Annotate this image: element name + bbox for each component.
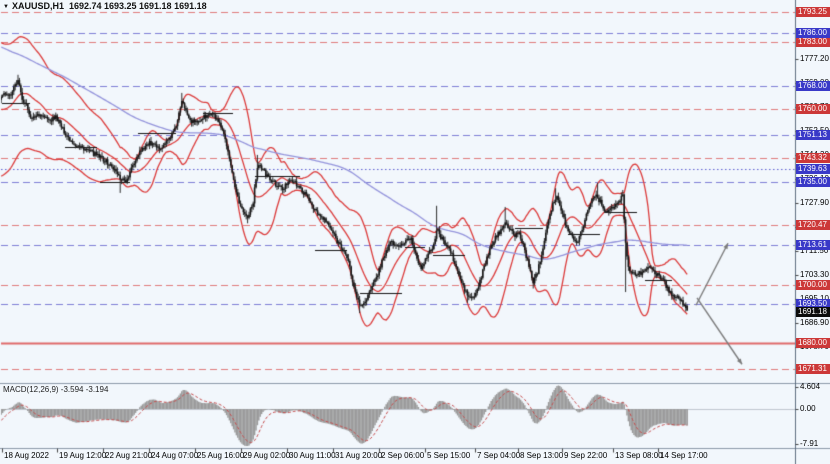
time-axis[interactable] [0,448,830,464]
price-axis[interactable] [796,0,830,448]
